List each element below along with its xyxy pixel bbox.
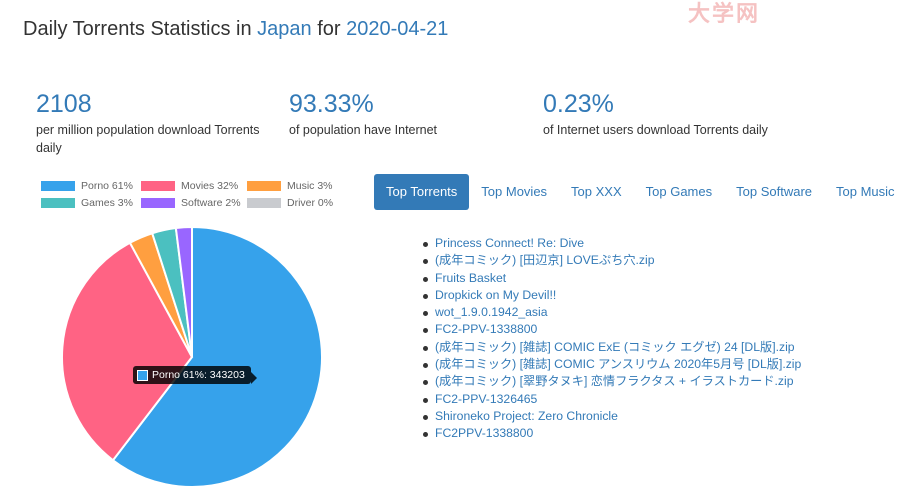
pie-slice-porno[interactable] — [111, 225, 323, 488]
torrent-list: Princess Connect! Re: Dive (成年コミック) [田辺京… — [421, 235, 801, 443]
legend-item-movies[interactable]: Movies 32% — [141, 180, 238, 192]
legend-label: Movies 32% — [181, 180, 239, 192]
torrent-link[interactable]: (成年コミック) [翠野タヌキ] 恋情フラクタス + イラストカード.zip — [421, 373, 801, 390]
tab-top-movies[interactable]: Top Movies — [481, 184, 548, 199]
torrent-link[interactable]: FC2-PPV-1326465 — [421, 391, 801, 408]
torrent-link[interactable]: (成年コミック) [雑誌] COMIC ExE (コミック エグゼ) 24 [D… — [421, 339, 801, 356]
page-title: Daily Torrents Statistics in Japan for 2… — [23, 18, 448, 41]
legend-swatch — [247, 198, 281, 208]
stat-internet-population: 93.33% of population have Internet — [289, 90, 519, 139]
legend-item-music[interactable]: Music 3% — [247, 180, 333, 192]
torrent-link[interactable]: Fruits Basket — [421, 270, 801, 287]
legend-item-driver[interactable]: Driver 0% — [247, 197, 333, 209]
pie-chart[interactable] — [60, 225, 324, 489]
title-for: for — [317, 18, 341, 40]
tooltip-arrow — [250, 372, 257, 384]
stat-label: of Internet users download Torrents dail… — [543, 123, 768, 137]
stat-downloads-per-million: 2108 per million population download Tor… — [36, 90, 266, 157]
tooltip-text: Porno 61%: 343203 — [152, 369, 245, 381]
country-link[interactable]: Japan — [257, 18, 312, 40]
legend-label: Porno 61% — [81, 180, 133, 192]
legend-label: Games 3% — [81, 197, 133, 209]
stat-value: 2108 — [36, 90, 92, 118]
torrent-link[interactable]: FC2-PPV-1338800 — [421, 321, 801, 338]
tab-top-music[interactable]: Top Music — [836, 184, 895, 199]
stat-internet-users-torrents: 0.23% of Internet users download Torrent… — [543, 90, 803, 139]
torrent-link[interactable]: Dropkick on My Devil!! — [421, 287, 801, 304]
legend-swatch — [247, 181, 281, 191]
watermark-logo: 大学网 — [688, 1, 761, 27]
legend-label: Software 2% — [181, 197, 241, 209]
legend-item-porno[interactable]: Porno 61% — [41, 180, 133, 192]
stat-value: 93.33% — [289, 90, 374, 118]
stat-label: of population have Internet — [289, 123, 438, 137]
pie-slice-movies[interactable] — [61, 241, 194, 462]
legend-item-software[interactable]: Software 2% — [141, 197, 241, 209]
chart-tooltip: Porno 61%: 343203 — [133, 366, 257, 384]
date-link[interactable]: 2020-04-21 — [346, 18, 449, 40]
torrent-link[interactable]: (成年コミック) [雑誌] COMIC アンスリウム 2020年5月号 [DL版… — [421, 356, 801, 373]
stat-value: 0.23% — [543, 90, 614, 118]
category-tabs: Top Torrents Top Movies Top XXX Top Game… — [374, 174, 907, 210]
stat-label: per million population download Torrents… — [36, 123, 260, 155]
torrent-link[interactable]: FC2PPV-1338800 — [421, 425, 801, 442]
tab-top-torrents[interactable]: Top Torrents — [374, 174, 470, 210]
tooltip-swatch — [137, 369, 148, 381]
tab-top-games[interactable]: Top Games — [645, 184, 713, 199]
legend-label: Music 3% — [287, 180, 333, 192]
torrent-link[interactable]: Princess Connect! Re: Dive — [421, 235, 801, 252]
legend-swatch — [41, 198, 75, 208]
legend-swatch — [141, 181, 175, 191]
tab-top-software[interactable]: Top Software — [736, 184, 812, 199]
legend-swatch — [141, 198, 175, 208]
legend-item-games[interactable]: Games 3% — [41, 197, 133, 209]
tab-top-xxx[interactable]: Top XXX — [571, 184, 622, 199]
torrent-link[interactable]: Shironeko Project: Zero Chronicle — [421, 408, 801, 425]
legend-swatch — [41, 181, 75, 191]
title-prefix: Daily Torrents Statistics in — [23, 18, 252, 40]
torrent-link[interactable]: wot_1.9.0.1942_asia — [421, 304, 801, 321]
pie-slice-software[interactable] — [174, 225, 193, 358]
legend-label: Driver 0% — [287, 197, 334, 209]
torrent-link[interactable]: (成年コミック) [田辺京] LOVEぷち穴.zip — [421, 252, 801, 269]
